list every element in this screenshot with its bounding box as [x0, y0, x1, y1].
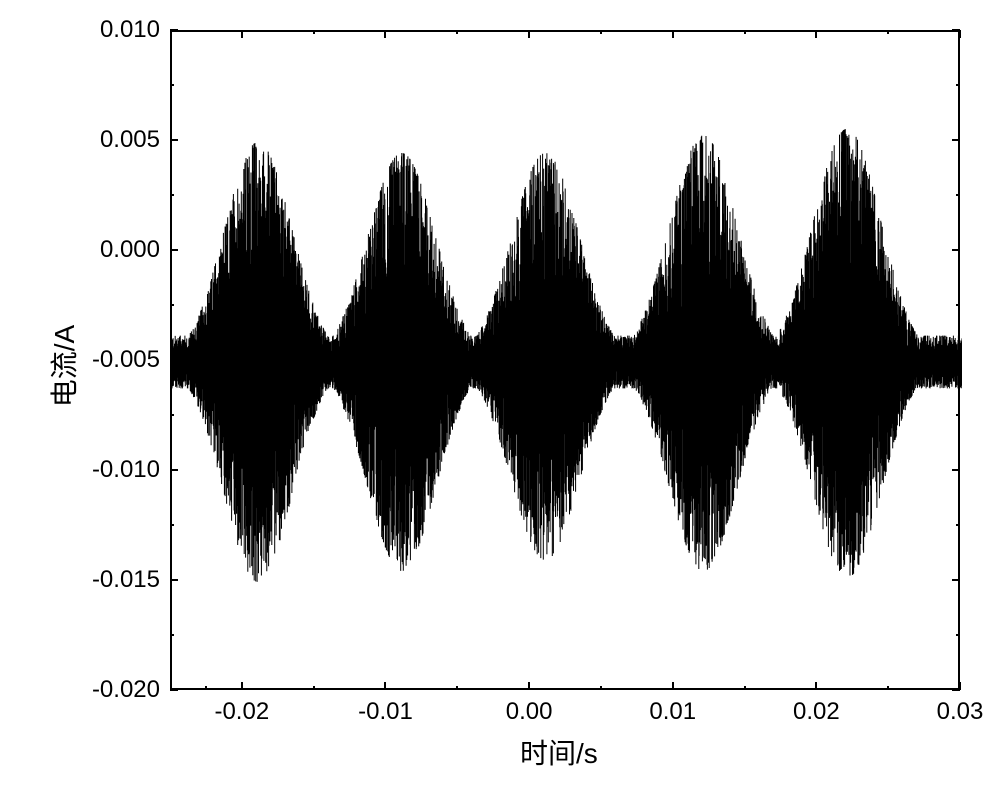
y-tick — [952, 579, 960, 581]
y-minor-tick — [170, 194, 174, 196]
x-tick — [672, 30, 674, 38]
x-tick — [241, 30, 243, 38]
y-axis-label: 电流/A — [43, 325, 83, 407]
x-tick — [815, 682, 817, 690]
y-tick — [170, 29, 178, 31]
y-tick — [952, 249, 960, 251]
y-minor-tick — [956, 414, 960, 416]
x-minor-tick — [744, 30, 746, 34]
plot-area — [170, 30, 960, 690]
y-tick-label: -0.005 — [92, 346, 160, 374]
y-minor-tick — [170, 304, 174, 306]
y-tick — [170, 579, 178, 581]
x-minor-tick — [456, 30, 458, 34]
x-minor-tick — [887, 686, 889, 690]
x-tick — [528, 30, 530, 38]
x-tick — [672, 682, 674, 690]
x-tick-label: 0.02 — [793, 698, 840, 726]
waveform-line — [172, 32, 962, 692]
y-minor-tick — [956, 304, 960, 306]
y-tick — [170, 469, 178, 471]
y-minor-tick — [170, 414, 174, 416]
y-minor-tick — [956, 524, 960, 526]
x-tick — [528, 682, 530, 690]
x-minor-tick — [600, 30, 602, 34]
x-tick — [959, 682, 961, 690]
x-tick-label: 0.00 — [506, 698, 553, 726]
y-tick-label: -0.015 — [92, 566, 160, 594]
x-axis-label: 时间/s — [520, 732, 598, 772]
y-tick — [952, 139, 960, 141]
y-tick-label: 0.010 — [100, 16, 160, 44]
y-tick-label: -0.020 — [92, 676, 160, 704]
x-minor-tick — [887, 30, 889, 34]
y-tick — [952, 359, 960, 361]
y-minor-tick — [956, 84, 960, 86]
y-minor-tick — [170, 84, 174, 86]
x-tick — [241, 682, 243, 690]
x-minor-tick — [313, 30, 315, 34]
y-minor-tick — [170, 524, 174, 526]
y-minor-tick — [956, 194, 960, 196]
x-minor-tick — [600, 686, 602, 690]
x-minor-tick — [744, 686, 746, 690]
x-tick — [815, 30, 817, 38]
x-tick-label: 0.03 — [937, 698, 984, 726]
x-minor-tick — [313, 686, 315, 690]
y-tick — [170, 249, 178, 251]
y-minor-tick — [956, 634, 960, 636]
x-tick-label: -0.01 — [358, 698, 413, 726]
chart-container: 电流/A 时间/s -0.020 -0.015 -0.010 -0.005 0.000 0… — [0, 0, 1000, 786]
y-tick — [170, 359, 178, 361]
y-tick — [170, 689, 178, 691]
x-tick-label: 0.01 — [649, 698, 696, 726]
x-tick — [959, 30, 961, 38]
y-tick — [170, 139, 178, 141]
x-minor-tick — [205, 686, 207, 690]
y-tick-label: 0.005 — [100, 126, 160, 154]
x-tick — [384, 682, 386, 690]
y-minor-tick — [170, 634, 174, 636]
y-tick — [952, 469, 960, 471]
y-tick-label: -0.010 — [92, 456, 160, 484]
x-tick-label: -0.02 — [214, 698, 269, 726]
x-minor-tick — [456, 686, 458, 690]
y-tick-label: 0.000 — [100, 236, 160, 264]
x-tick — [384, 30, 386, 38]
